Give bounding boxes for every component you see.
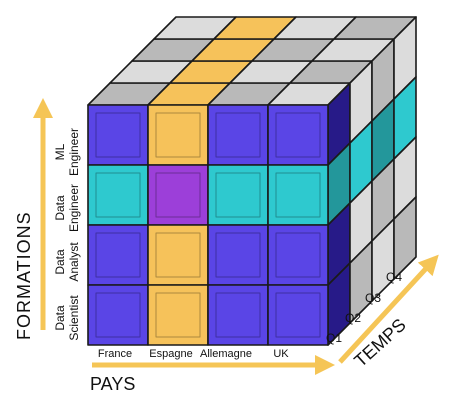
front-face-cell <box>207 104 269 166</box>
quarter-label-q2: Q2 <box>345 311 361 325</box>
country-label-espagne: Espagne <box>149 348 192 360</box>
front-face-inner <box>95 112 141 158</box>
front-face-cell <box>87 224 149 286</box>
svg-text:Analyst: Analyst <box>67 242 81 282</box>
cube-side-faces <box>327 16 417 346</box>
pays-axis-title: PAYS <box>90 374 135 394</box>
quarter-label-q3: Q3 <box>365 291 381 305</box>
front-face-inner <box>215 232 261 278</box>
front-face-inner <box>95 172 141 218</box>
front-face-inner <box>275 232 321 278</box>
front-face-cell <box>267 164 329 226</box>
front-face-inner <box>95 232 141 278</box>
formation-label-ml-engineer: ML Engineer <box>53 128 81 176</box>
svg-text:Engineer: Engineer <box>67 184 81 232</box>
temps-axis-arrow <box>338 254 439 364</box>
front-face-cell <box>267 104 329 166</box>
front-face-inner <box>95 292 141 338</box>
quarter-label-q1: Q1 <box>326 331 342 345</box>
country-label-allemagne: Allemagne <box>200 348 252 360</box>
cube-top-faces <box>87 16 417 106</box>
svg-text:Data: Data <box>53 305 67 331</box>
front-face-cell <box>147 284 209 346</box>
front-face-inner <box>215 172 261 218</box>
front-face-cell <box>207 164 269 226</box>
front-face-cell <box>87 104 149 166</box>
front-face-inner <box>155 112 201 158</box>
formations-axis-title: FORMATIONS <box>14 211 34 340</box>
svg-text:Engineer: Engineer <box>67 128 81 176</box>
front-face-cell <box>267 224 329 286</box>
side-face-cell <box>393 196 417 280</box>
front-face-cell <box>147 104 209 166</box>
front-face-inner <box>275 292 321 338</box>
front-face-cell <box>87 284 149 346</box>
svg-text:Scientist: Scientist <box>67 295 81 341</box>
front-face-cell <box>207 284 269 346</box>
country-label-france: France <box>98 348 132 360</box>
svg-text:Data: Data <box>53 249 67 275</box>
formation-label-data-analyst: Data Analyst <box>53 242 81 282</box>
country-label-uk: UK <box>273 348 289 360</box>
front-face-inner <box>275 172 321 218</box>
front-face-inner <box>215 112 261 158</box>
front-face-inner <box>215 292 261 338</box>
front-face-inner <box>155 292 201 338</box>
front-face-cell <box>147 224 209 286</box>
front-face-inner <box>155 232 201 278</box>
front-face-inner <box>275 112 321 158</box>
front-face-cell <box>267 284 329 346</box>
front-face-inner <box>155 172 201 218</box>
formation-label-data-scientist: Data Scientist <box>53 295 81 341</box>
formation-label-data-engineer: Data Engineer <box>53 184 81 232</box>
front-face-cell <box>147 164 209 226</box>
cube-front-faces <box>87 104 329 346</box>
quarter-label-q4: Q4 <box>386 270 402 284</box>
front-face-cell <box>207 224 269 286</box>
front-face-cell <box>87 164 149 226</box>
svg-text:ML: ML <box>53 143 67 160</box>
svg-text:Data: Data <box>53 195 67 221</box>
